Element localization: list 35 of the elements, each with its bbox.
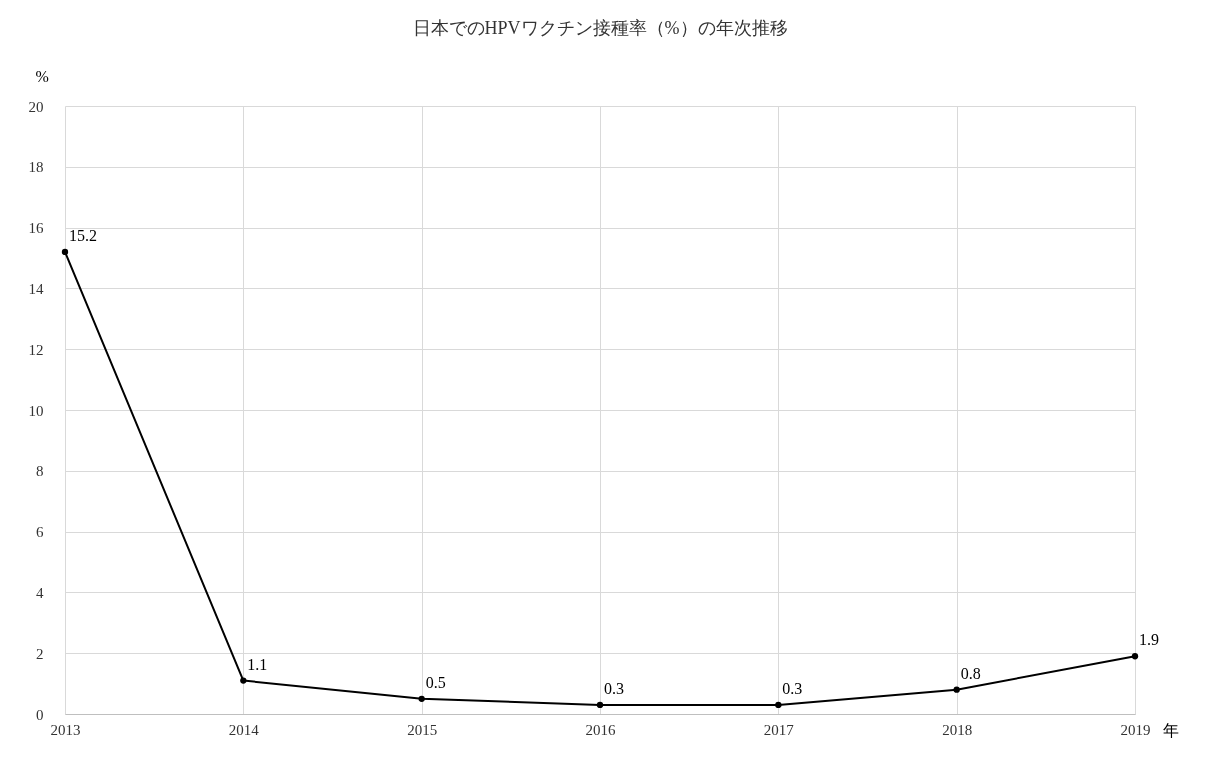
- y-tick-label: 4: [36, 584, 44, 601]
- point: [596, 701, 604, 709]
- point: [1131, 653, 1139, 660]
- y-axis-title: %: [35, 67, 49, 85]
- x-tick-label: 2017: [763, 721, 795, 738]
- y-tick-label: 10: [28, 402, 44, 419]
- point: [240, 677, 247, 684]
- data-label: 0.3: [782, 679, 803, 697]
- data-label: 1.9: [1139, 631, 1159, 649]
- y-tick-label: 8: [36, 463, 44, 480]
- y-tick-label: 12: [28, 341, 44, 358]
- x-tick-label: 2015: [407, 721, 438, 738]
- point: [953, 686, 960, 693]
- y-tick-label: 18: [28, 159, 44, 176]
- data-label: 15.2: [69, 226, 97, 244]
- y-tick-label: 16: [28, 220, 44, 237]
- y-tick-label: 20: [28, 98, 44, 115]
- x-tick-label: 2018: [942, 721, 973, 738]
- y-tick-label: 14: [28, 280, 44, 297]
- y-tick-label: 0: [36, 706, 44, 723]
- data-label: 0.3: [604, 679, 624, 697]
- x-tick-label: 2013: [50, 721, 81, 738]
- y-tick-label: 6: [36, 524, 44, 541]
- y-tick-label: 2: [36, 645, 44, 662]
- point: [61, 248, 69, 256]
- data-label: 0.5: [425, 673, 446, 691]
- chart-title: 日本でのHPVワクチン接種率（%）の年次推移: [412, 18, 788, 38]
- x-tick-label: 2019: [1120, 721, 1151, 738]
- data-label: 0.8: [960, 664, 981, 682]
- point: [775, 701, 782, 709]
- point: [418, 695, 425, 702]
- x-tick-label: 2014: [228, 721, 260, 738]
- data-label: 1.1: [247, 655, 268, 673]
- x-axis-title: 年: [1162, 721, 1179, 739]
- x-tick-label: 2016: [585, 721, 616, 738]
